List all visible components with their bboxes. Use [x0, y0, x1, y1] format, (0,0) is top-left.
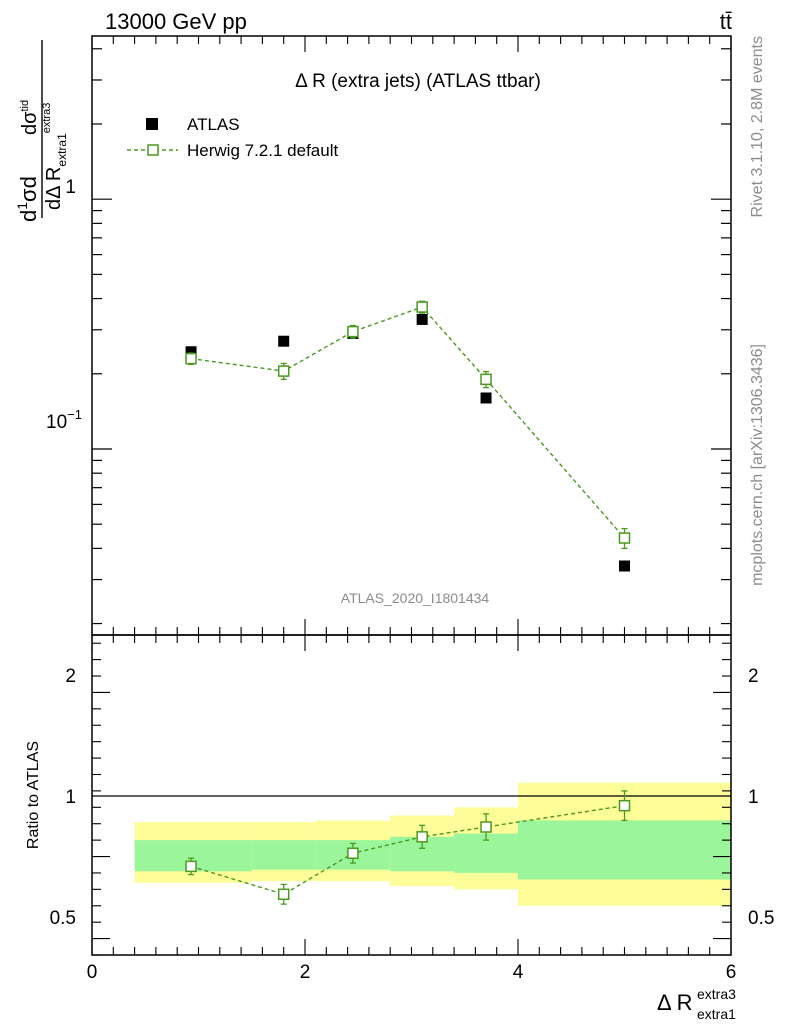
- svg-text:dσtid: dσtid: [19, 100, 41, 135]
- ratio-y-tick-right-1: 1: [748, 787, 759, 808]
- main-y-axis-label: d1σd dσtid dΔ Rextra1extra3: [14, 40, 69, 222]
- y-tick-label-0.1: 10−1: [46, 407, 82, 433]
- ratio-axis-ticks: [91, 635, 732, 956]
- herwig-ratio-point-2: [347, 847, 359, 860]
- chart-title: Δ R (extra jets) (ATLAS ttbar): [295, 71, 541, 92]
- ratio-uncertainty-bands: [134, 782, 731, 906]
- svg-text:10−1: 10−1: [46, 407, 82, 433]
- rivet-version-label: Rivet 3.1.10, 2.8M events: [749, 36, 766, 217]
- legend-atlas-marker: [146, 118, 158, 130]
- herwig-ratio-point-0: [185, 860, 197, 873]
- ratio-y-tick-right-0.5: 0.5: [748, 908, 774, 929]
- x-axis-label-sub: extra1: [697, 1006, 736, 1022]
- x-tick-label-2: 2: [300, 962, 311, 983]
- herwig-ratio-point-3: [416, 831, 428, 843]
- ratio-y-tick-left-1: 1: [65, 787, 76, 808]
- analysis-id-label: ATLAS_2020_I1801434: [341, 590, 490, 606]
- herwig-point-1: [277, 365, 290, 377]
- mcplots-source-label: mcplots.cern.ch [arXiv:1306.3436]: [749, 344, 766, 586]
- x-axis-label-sup: extra3: [697, 986, 736, 1002]
- herwig-ratio-point-4: [480, 821, 492, 833]
- ratio-plot-panel: Ratio to ATLAS 2 1 0.5 2 1 0.5 0 2 4 6 Δ…: [25, 634, 774, 1022]
- main-axis-ticks: [91, 36, 732, 635]
- x-axis-label: Δ R extra3 extra1: [657, 986, 736, 1022]
- legend-herwig-label: Herwig 7.2.1 default: [187, 141, 338, 160]
- atlas-point-1: [278, 335, 290, 347]
- ratio-y-tick-left-2: 2: [65, 666, 76, 687]
- herwig-point-2: [347, 325, 359, 338]
- svg-text:Δ R: Δ R: [657, 990, 692, 1015]
- herwig-point-4: [480, 373, 492, 386]
- x-tick-label-4: 4: [513, 962, 524, 983]
- herwig-point-0: [185, 352, 197, 365]
- herwig-line: [190, 306, 626, 539]
- x-tick-label-0: 0: [87, 962, 98, 983]
- atlas-point-4: [480, 392, 492, 404]
- herwig-ratio-point-5: [618, 799, 631, 812]
- herwig-point-3: [416, 301, 428, 313]
- ratio-data-marks: [185, 790, 631, 905]
- herwig-ratio-point-1: [277, 888, 290, 901]
- header-process-label: tt̄: [720, 9, 732, 34]
- main-data-marks: [185, 300, 631, 572]
- ratio-y-tick-right-2: 2: [748, 666, 759, 687]
- header-energy-label: 13000 GeV pp: [105, 9, 247, 34]
- svg-text:d1σd: d1σd: [14, 176, 41, 222]
- main-plot-panel: Δ R (extra jets) (ATLAS ttbar) 1 10−1 AT…: [46, 35, 732, 636]
- atlas-point-5: [619, 560, 630, 572]
- herwig-point-5: [618, 532, 631, 544]
- ratio-band-inner-5: [518, 820, 731, 880]
- legend: ATLAS Herwig 7.2.1 default: [127, 115, 338, 160]
- legend-herwig-marker: [147, 144, 159, 156]
- x-tick-label-6: 6: [726, 962, 737, 983]
- ratio-y-axis-label: Ratio to ATLAS: [25, 741, 42, 849]
- y-tick-label-1: 1: [65, 177, 76, 198]
- svg-text:dΔ Rextra1extra3: dΔ Rextra1extra3: [41, 103, 69, 210]
- atlas-point-0: [185, 346, 197, 358]
- x-axis-label-main: Δ R: [657, 990, 692, 1015]
- ratio-band-inner-1: [251, 840, 316, 870]
- ratio-y-tick-left-0.5: 0.5: [50, 908, 76, 929]
- atlas-point-3: [416, 313, 428, 325]
- legend-atlas-label: ATLAS: [187, 115, 240, 134]
- herwig-ratio-line: [190, 804, 625, 896]
